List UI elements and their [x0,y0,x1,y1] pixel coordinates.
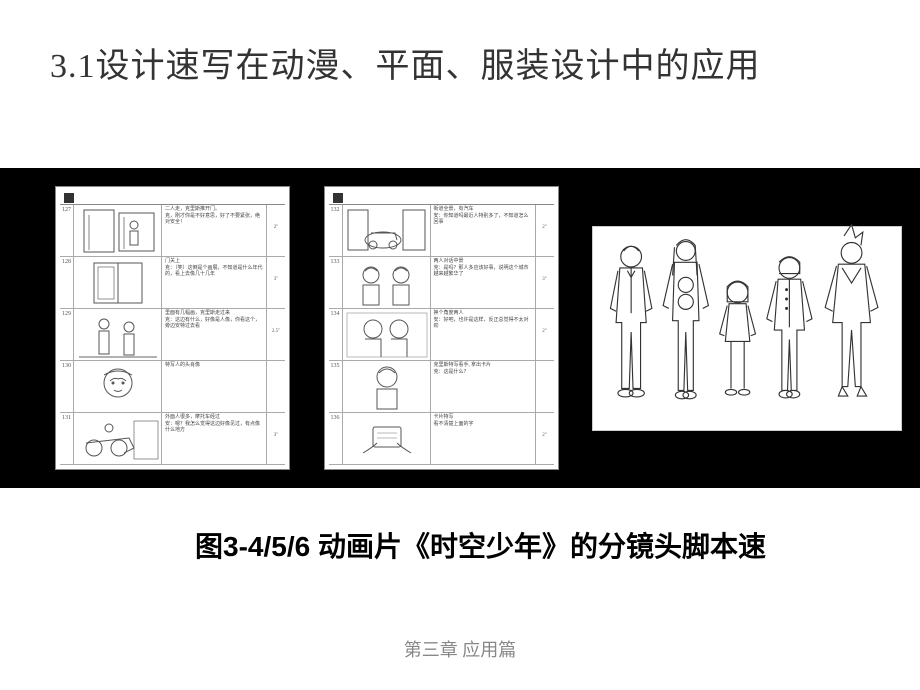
sb-row-num: 136 [329,413,343,464]
sb-thumb [343,257,431,308]
sb-thumb [74,361,162,412]
sb-thumb [343,309,431,360]
sb-time [536,361,554,412]
figure-band: 127 二人走，克里斯推开门。克，刚才你是不好意思，好了不要紧张，绝对安全！ 2… [0,168,920,488]
sb-txt1: 街道全景，有汽车 [434,207,474,212]
sb-txt1: 特写人的头肖像 [165,363,200,368]
sb-row-num: 134 [329,309,343,360]
sb-time: 2" [267,205,285,256]
sb1-header [60,191,285,205]
sb-text: 街道全景，有汽车安：你知道吗最近人特别多了，不知道怎么回事 [431,205,536,256]
sb-txt2: 安：嗯？我怎么觉得这边好像见过，有点像什么地方 [165,422,260,434]
sb-text: 两人对话中景克：是吗？那人多应该好事，说明这个城市越来越繁华了 [431,257,536,308]
sb-logo-icon [333,193,343,203]
sb-row-num: 130 [60,361,74,412]
figure-caption: 图3-4/5/6 动画片《时空少年》的分镜头脚本速 [195,525,766,565]
sb-txt2: 克：（笑）这倒是个画展，不知道是什么年代的，看上去像几十几年 [165,266,263,278]
sb-text: 换个角度两人安：好吧，也许是这样，反正总觉得不太对劲 [431,309,536,360]
sb-txt1: 克里斯特写看手, 拿出卡片 [434,363,492,368]
sb-time: 3" [267,413,285,464]
sb-row-num: 127 [60,205,74,256]
sb-text: 卡片特写看不清楚上面的字 [431,413,536,464]
sb-text: 外面人很多，摩托车经过安：嗯？我怎么觉得这边好像见过，有点像什么地方 [162,413,267,464]
sb-txt2: 安：你知道吗最近人特别多了，不知道怎么回事 [434,214,529,226]
sb-thumb [74,413,162,464]
sb-text: 门关上克：（笑）这倒是个画展，不知道是什么年代的，看上去像几十几年 [162,257,267,308]
sb-text: 特写人的头肖像 [162,361,267,412]
sb-text: 里面有几幅画，克里斯走过来克：这边有什么，好像是人像，你看这个，旁边安特过去看 [162,309,267,360]
sb-thumb [343,361,431,412]
sb-time [267,361,285,412]
sb-time: 2.5" [267,309,285,360]
page-title: 3.1设计速写在动漫、平面、服装设计中的应用 [50,38,761,87]
sb-txt1: 两人对话中景 [434,259,464,264]
sb-time: 3" [536,257,554,308]
sb-row-num: 131 [60,413,74,464]
sb-logo-icon [64,193,74,203]
sb-txt2: 看不清楚上面的字 [434,422,474,427]
sb-txt1: 卡片特写 [434,415,454,420]
sb-row-num: 135 [329,361,343,412]
sb-time: 2" [536,309,554,360]
sb-time: 3" [267,257,285,308]
sb-time: 2" [536,205,554,256]
sb-txt1: 门关上 [165,259,180,264]
page-footer: 第三章 应用篇 [0,636,920,662]
sb-thumb [74,257,162,308]
sb-thumb [74,309,162,360]
sb-text: 克里斯特写看手, 拿出卡片克：这是什么？ [431,361,536,412]
sb-row-num: 132 [329,205,343,256]
sb-time: 2" [536,413,554,464]
sb-row-num: 129 [60,309,74,360]
sb-txt2: 克，刚才你是不好意思，好了不要紧张，绝对安全！ [165,214,260,226]
sb-txt2: 安：好吧，也许是这样，反正总觉得不太对劲 [434,318,529,330]
sb-txt2: 克：这是什么？ [434,370,469,375]
storyboard-sheet-2: 132 街道全景，有汽车安：你知道吗最近人特别多了，不知道怎么回事 2" 133 [324,186,559,470]
sb-txt1: 二人走，克里斯推开门。 [165,207,220,212]
sb-thumb [343,205,431,256]
characters-svg [601,213,893,418]
sb-row-num: 128 [60,257,74,308]
sb-txt1: 换个角度两人 [434,311,464,316]
sb-txt1: 里面有几幅画，克里斯走过来 [165,311,230,316]
sb2-header [329,191,554,205]
sb-txt2: 克：是吗？那人多应该好事，说明这个城市越来越繁华了 [434,266,529,278]
character-lineup [592,226,902,431]
sb-txt1: 外面人很多，摩托车经过 [165,415,220,420]
sb-thumb [74,205,162,256]
sb-thumb [343,413,431,464]
sb-txt2: 克：这边有什么，好像是人像，你看这个，旁边安特过去看 [165,318,260,330]
sb-text: 二人走，克里斯推开门。克，刚才你是不好意思，好了不要紧张，绝对安全！ [162,205,267,256]
storyboard-sheet-1: 127 二人走，克里斯推开门。克，刚才你是不好意思，好了不要紧张，绝对安全！ 2… [55,186,290,470]
sb-row-num: 133 [329,257,343,308]
